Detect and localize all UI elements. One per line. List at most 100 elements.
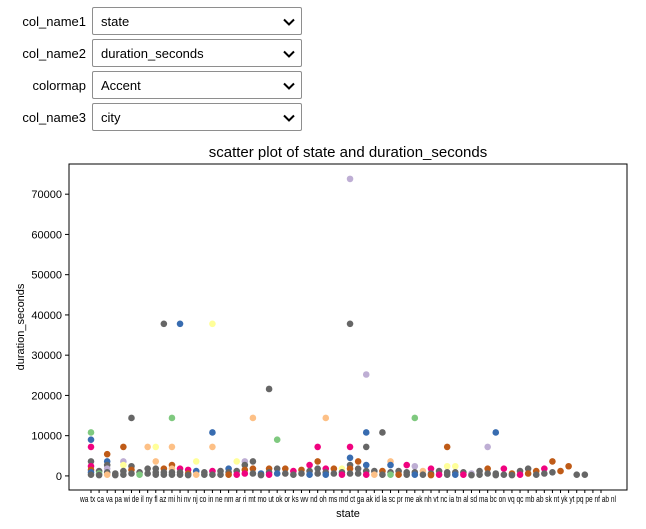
scatter-point — [443, 471, 451, 479]
scatter-point — [209, 471, 216, 479]
scatter-point — [484, 443, 491, 451]
scatter-point — [379, 471, 386, 479]
scatter-point — [273, 436, 281, 443]
scatter-point — [451, 462, 459, 470]
y-axis-label: duration_seconds — [15, 283, 27, 370]
scatter-point — [160, 320, 168, 328]
scatter-point — [128, 470, 135, 477]
scatter-point — [95, 471, 103, 479]
scatter-point — [362, 461, 370, 469]
scatter-point — [168, 414, 176, 422]
scatter-point — [168, 443, 176, 451]
y-tick-label: 40000 — [31, 310, 62, 322]
scatter-point — [557, 467, 564, 475]
x-axis-label: state — [336, 508, 360, 520]
scatter-point — [241, 461, 249, 469]
scatter-point — [257, 471, 265, 479]
scatter-point — [241, 470, 249, 477]
scatter-point — [322, 471, 330, 479]
scatter-point — [249, 458, 257, 465]
scatter-point — [395, 471, 402, 479]
control-row-col_name2: col_name2 duration_seconds — [0, 39, 310, 69]
col_name3-dropdown[interactable]: city — [92, 103, 302, 131]
scatter-point — [379, 429, 386, 436]
scatter-point — [298, 470, 305, 477]
control-row-col_name1: col_name1 state — [0, 7, 310, 37]
scatter-point — [184, 471, 192, 479]
scatter-point — [103, 450, 111, 458]
chevron-down-icon[interactable] — [282, 47, 296, 61]
scatter-point — [281, 465, 289, 472]
scatter-point — [120, 471, 127, 479]
scatter-point — [354, 458, 362, 465]
scatter-point — [192, 458, 200, 465]
scatter-point — [87, 471, 95, 479]
scatter-point — [306, 461, 313, 469]
scatter-point — [87, 458, 95, 465]
plot-area-frame — [68, 163, 628, 491]
scatter-point — [273, 470, 281, 477]
scatter-point — [371, 471, 378, 479]
scatter-point — [354, 470, 362, 477]
scatter-point — [516, 471, 524, 479]
scatter-point — [306, 471, 313, 479]
colormap-label: colormap — [32, 78, 86, 93]
scatter-point — [346, 320, 354, 328]
scatter-point — [484, 465, 491, 472]
scatter-point — [290, 471, 297, 479]
chevron-down-icon[interactable] — [282, 15, 296, 29]
scatter-point — [565, 462, 572, 470]
scatter-point — [209, 429, 216, 436]
y-axis: 0 10000 20000 30000 40000 50000 60000 70000 — [31, 189, 602, 493]
scatter-point — [281, 470, 289, 477]
control-row-col_name3: col_name3 city — [0, 103, 310, 133]
scatter-point — [225, 471, 232, 479]
scatter-point — [500, 471, 508, 479]
scatter-point — [362, 471, 370, 479]
scatter-point — [249, 470, 257, 477]
scatter-point — [144, 465, 151, 472]
col_name2-dropdown[interactable]: duration_seconds — [92, 39, 302, 67]
scatter-point — [541, 465, 548, 472]
scatter-point — [532, 471, 540, 479]
colormap-dropdown[interactable]: Accent — [92, 71, 302, 99]
scatter-point — [176, 320, 184, 328]
scatter-point — [476, 471, 483, 479]
scatter-point — [144, 470, 151, 477]
scatter-point — [330, 465, 338, 472]
scatter-point — [217, 471, 224, 479]
scatter-point — [128, 414, 135, 422]
scatter-point — [330, 470, 338, 477]
scatter-point — [484, 470, 491, 477]
scatter-point — [411, 471, 419, 479]
scatter-point — [87, 429, 95, 436]
scatter-point — [265, 385, 273, 393]
scatter-point — [152, 443, 160, 451]
scatter-point — [573, 471, 581, 479]
scatter-point — [338, 471, 346, 479]
scatter-point — [265, 471, 273, 479]
scatter-point — [201, 471, 208, 479]
scatter-point — [314, 458, 321, 465]
scatter-point — [362, 443, 370, 451]
chevron-down-icon[interactable] — [282, 79, 296, 93]
col_name1-dropdown[interactable]: state — [92, 7, 302, 35]
scatter-point — [273, 465, 281, 472]
control-row-colormap: colormap Accent — [0, 71, 310, 101]
y-tick-label: 20000 — [31, 390, 62, 402]
scatter-point — [354, 465, 362, 472]
scatter-point — [233, 471, 241, 479]
y-tick-label: 0 — [56, 471, 62, 483]
col_name1-selected-value: state — [101, 14, 130, 29]
scatter-point — [443, 443, 451, 451]
scatter-point — [362, 371, 370, 378]
col_name2-label: col_name2 — [22, 46, 86, 61]
scatter-point — [144, 443, 151, 451]
scatter-point — [346, 175, 354, 183]
scatter-point — [492, 471, 500, 479]
chevron-down-icon[interactable] — [282, 111, 296, 125]
scatter-point — [314, 443, 321, 451]
scatter-point — [249, 414, 257, 422]
scatter-point — [362, 429, 370, 436]
